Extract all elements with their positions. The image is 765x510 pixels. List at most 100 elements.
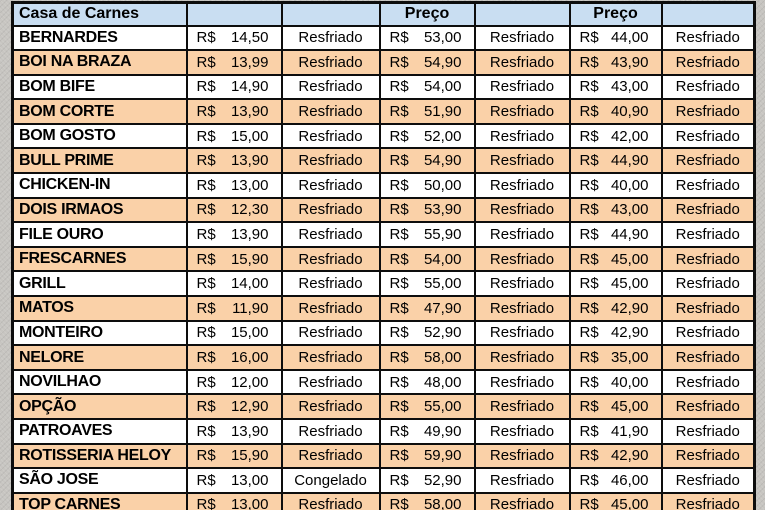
price-value: 13,90 (230, 226, 269, 244)
price-cell-content: R$ 51,90 (382, 103, 473, 120)
price-cell-content: R$ 43,90 (572, 54, 660, 71)
price-cell-content: R$ 42,00 (572, 127, 660, 145)
price-value: 15,00 (230, 324, 269, 342)
table-row: NELORE R$ 16,00 Resfriado R$ 58,00 Resfr… (11, 344, 756, 371)
status-cell: Resfriado (473, 221, 571, 248)
header-blank-cell (280, 1, 381, 27)
price-value: 55,90 (423, 226, 462, 244)
price-cell-content: R$ 52,00 (382, 128, 473, 145)
price-cell-content: R$ 42,90 (572, 324, 660, 341)
currency-label: R$ (389, 152, 409, 170)
price-value: 16,00 (230, 349, 269, 367)
header-name-label: Casa de Carnes (11, 1, 188, 27)
price-cell-content: R$ 13,90 (189, 103, 280, 120)
status-cell: Resfriado (660, 344, 756, 371)
status-cell: Resfriado (660, 418, 756, 445)
table-row: SÃO JOSE R$ 13,00 Congelado R$ 52,90 Res… (11, 467, 756, 494)
price-cell: R$ 13,99 (185, 49, 283, 76)
price-value: 45,00 (610, 250, 649, 268)
shop-name-cell: OPÇÃO (11, 393, 188, 420)
price-cell: R$ 44,00 (568, 24, 663, 52)
price-cell-content: R$ 13,00 (189, 472, 280, 489)
price-value: 13,00 (230, 496, 269, 510)
status-cell: Resfriado (473, 122, 571, 150)
currency-label: R$ (196, 127, 216, 145)
shop-name-cell: BOM CORTE (11, 98, 188, 125)
price-cell-content: R$ 55,90 (382, 226, 473, 244)
price-cell: R$ 15,00 (185, 319, 283, 347)
price-value: 52,90 (423, 324, 462, 342)
price-cell: R$ 47,90 (378, 295, 476, 322)
price-cell-content: R$ 12,00 (189, 374, 280, 391)
price-cell: R$ 55,90 (378, 221, 476, 248)
status-cell: Resfriado (280, 196, 381, 224)
shop-name-cell: MATOS (11, 295, 188, 322)
price-cell-content: R$ 46,00 (572, 471, 660, 489)
price-cell-content: R$ 53,00 (382, 29, 473, 47)
status-cell: Resfriado (660, 24, 756, 52)
price-cell: R$ 54,90 (378, 147, 476, 175)
currency-label: R$ (579, 496, 599, 510)
status-cell: Resfriado (473, 24, 571, 52)
status-cell: Resfriado (660, 196, 756, 224)
shop-name-cell: BOI NA BRAZA (11, 49, 188, 76)
price-value: 44,90 (610, 152, 649, 170)
shop-name-cell: FRESCARNES (11, 245, 188, 273)
currency-label: R$ (579, 349, 599, 367)
price-cell-content: R$ 12,30 (189, 201, 280, 219)
price-value: 15,00 (230, 127, 269, 145)
price-value: 41,90 (610, 422, 649, 440)
price-cell-content: R$ 13,90 (189, 152, 280, 170)
price-cell-content: R$ 44,00 (572, 29, 660, 46)
price-value: 13,99 (230, 53, 269, 71)
price-cell-content: R$ 12,90 (189, 398, 280, 415)
price-value: 50,00 (423, 176, 462, 194)
status-cell: Resfriado (473, 98, 571, 125)
header-blank-cell (185, 1, 283, 27)
status-cell: Resfriado (473, 393, 571, 420)
price-value: 14,50 (230, 29, 269, 47)
price-cell: R$ 15,90 (185, 245, 283, 273)
price-value: 13,90 (230, 152, 269, 170)
price-cell: R$ 12,30 (185, 196, 283, 224)
status-cell: Resfriado (280, 442, 381, 470)
price-value: 45,00 (610, 496, 649, 510)
status-cell: Resfriado (280, 295, 381, 322)
currency-label: R$ (389, 496, 409, 510)
header-price-label: Preço (378, 1, 476, 27)
currency-label: R$ (579, 127, 599, 145)
price-cell: R$ 52,90 (378, 319, 476, 347)
currency-label: R$ (579, 471, 599, 489)
price-cell: R$ 15,90 (185, 442, 283, 470)
table-row: BOI NA BRAZA R$ 13,99 Resfriado R$ 54,90… (11, 49, 756, 76)
price-comparison-table: Casa de Carnes Preço Preço BERNARDES R$ … (11, 1, 756, 510)
price-value: 49,90 (423, 422, 462, 440)
price-cell: R$ 13,90 (185, 98, 283, 125)
price-value: 53,00 (423, 29, 462, 47)
currency-label: R$ (579, 275, 599, 293)
status-cell: Resfriado (473, 467, 571, 494)
price-cell-content: R$ 40,90 (572, 103, 660, 120)
currency-label: R$ (196, 201, 216, 219)
price-cell-content: R$ 49,90 (382, 422, 473, 440)
shop-name-cell: NOVILHAO (11, 368, 188, 396)
currency-label: R$ (389, 373, 409, 391)
shop-name-cell: PATROAVES (11, 418, 188, 445)
price-value: 45,00 (610, 275, 649, 293)
status-cell: Resfriado (473, 245, 571, 273)
price-value: 44,90 (610, 226, 649, 244)
shop-name-cell: DOIS IRMAOS (11, 196, 188, 224)
status-cell: Resfriado (280, 221, 381, 248)
status-cell: Resfriado (280, 147, 381, 175)
currency-label: R$ (579, 226, 599, 244)
price-cell-content: R$ 59,90 (382, 447, 473, 464)
price-cell: R$ 14,50 (185, 24, 283, 52)
price-cell: R$ 45,00 (568, 245, 663, 273)
shop-name-cell: FILE OURO (11, 221, 188, 248)
price-cell-content: R$ 43,00 (572, 201, 660, 218)
price-cell: R$ 58,00 (378, 491, 476, 510)
price-cell-content: R$ 45,00 (572, 250, 660, 268)
currency-label: R$ (389, 324, 409, 342)
currency-label: R$ (579, 422, 599, 440)
currency-label: R$ (579, 373, 599, 391)
